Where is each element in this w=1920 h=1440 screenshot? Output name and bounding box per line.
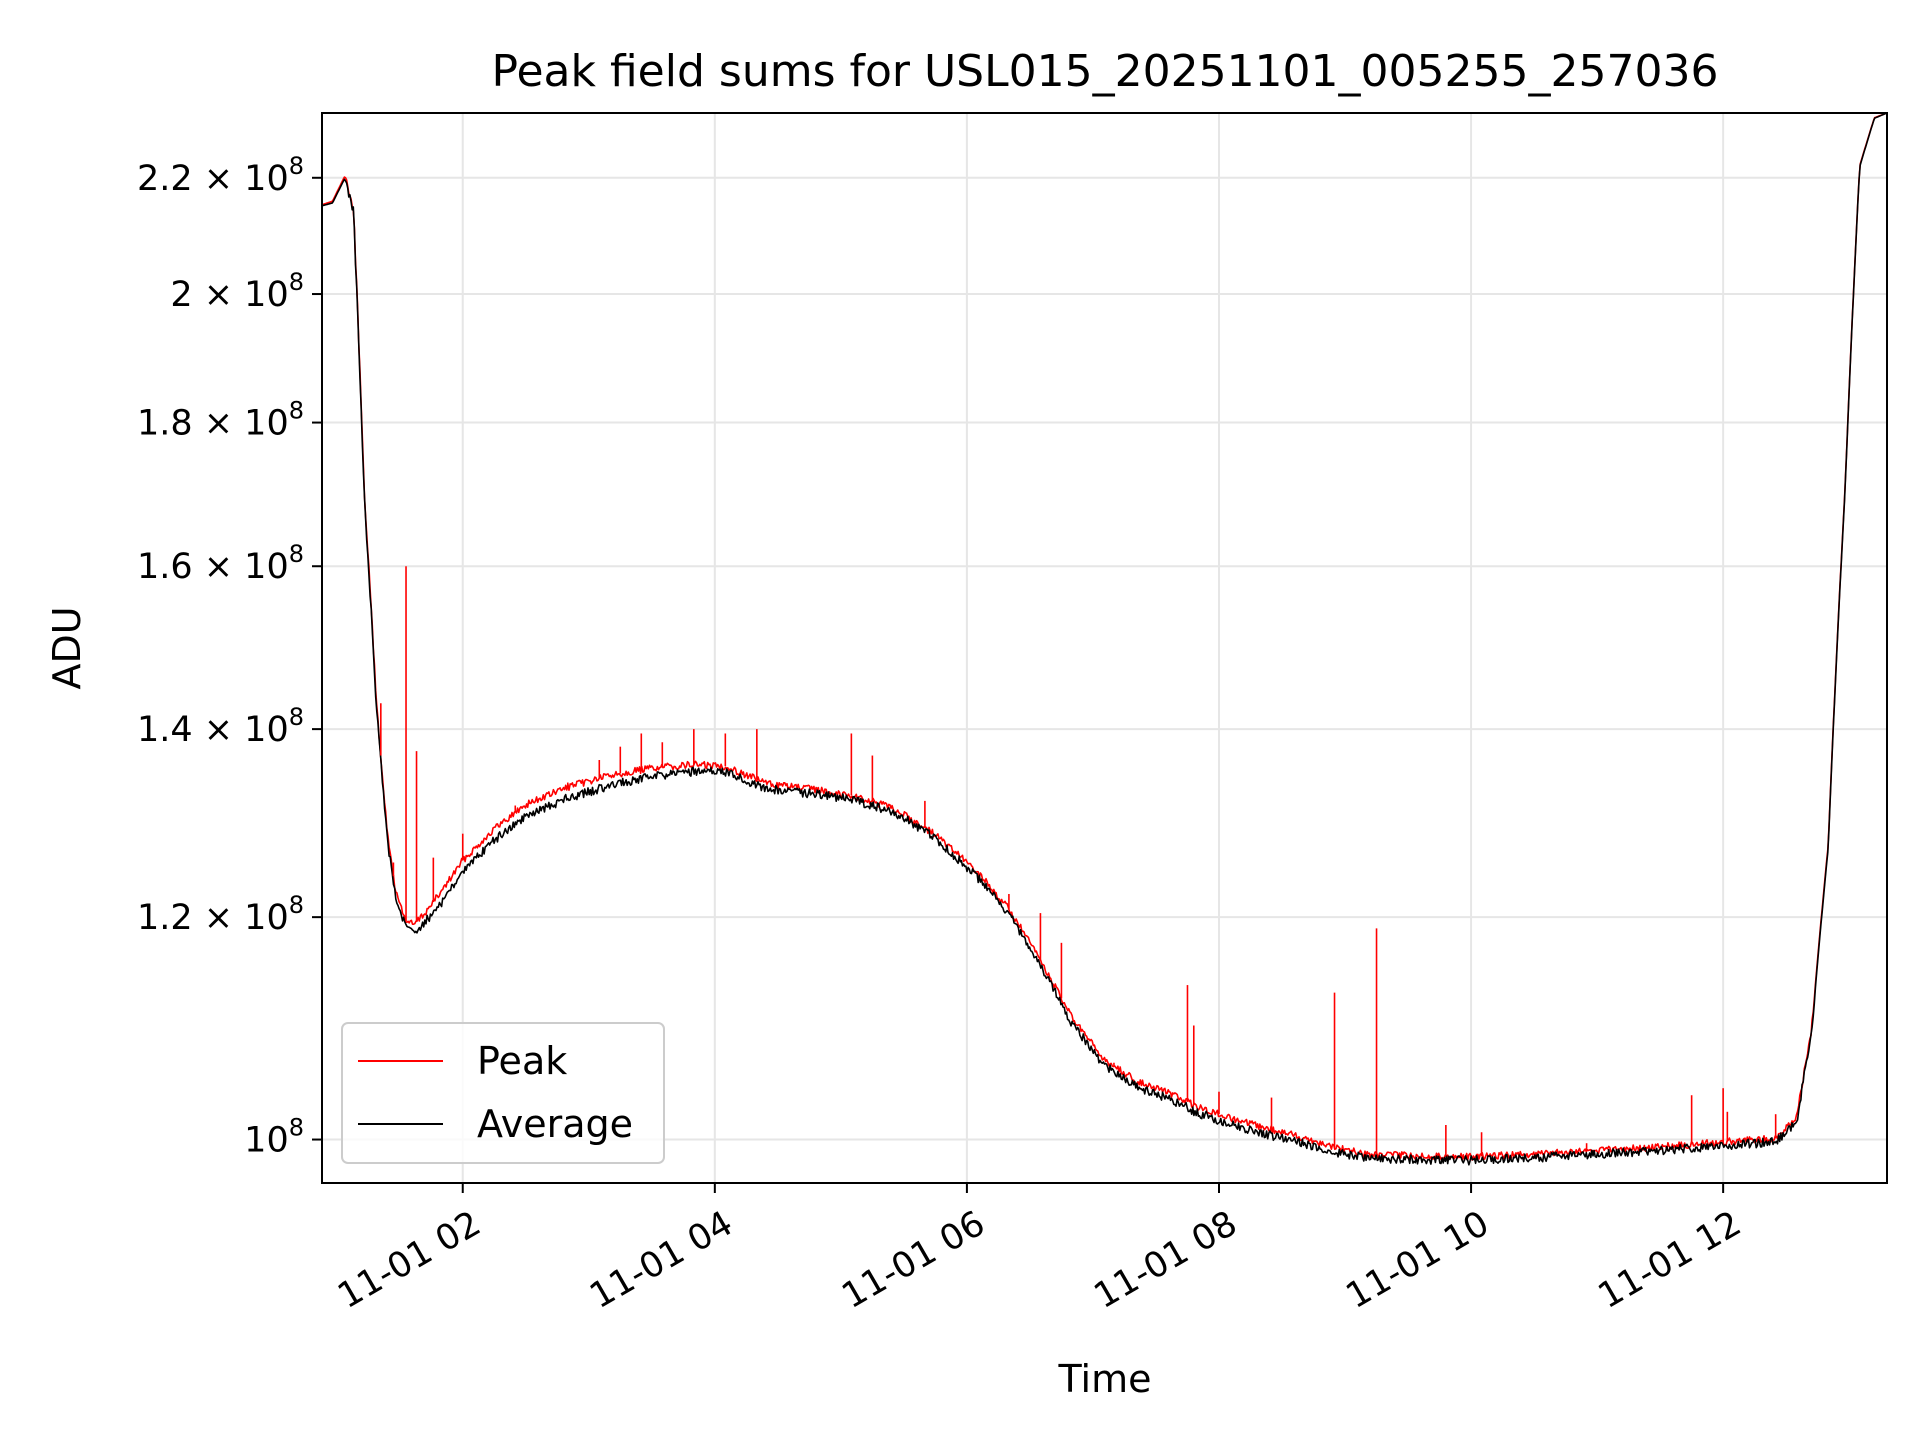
y-tick-label: 1.6 × 108 <box>137 540 304 587</box>
grid-lines <box>322 113 1887 1183</box>
legend-box <box>341 1022 665 1164</box>
series-line-average <box>321 112 1888 1166</box>
y-axis-ticks: 108 1.2 × 108 1.4 × 108 1.6 × 108 1.8 × 108 2… <box>137 152 322 1161</box>
x-axis-label: Time <box>1058 1357 1152 1401</box>
legend-label-average: Average <box>477 1102 633 1146</box>
series-layer <box>321 112 1888 1166</box>
chart-title: Peak field sums for USL015_20251101_0052… <box>492 46 1719 97</box>
y-tick-label: 2 × 108 <box>170 268 304 315</box>
y-axis-label: ADU <box>45 606 89 689</box>
series-line-peak <box>321 112 1888 1161</box>
y-tick-label: 1.8 × 108 <box>137 397 304 444</box>
plot-area-frame <box>321 112 1888 1184</box>
legend-label-peak: Peak <box>477 1039 567 1083</box>
y-tick-label: 2.2 × 108 <box>137 152 304 199</box>
y-tick-label: 1.2 × 108 <box>137 891 304 938</box>
legend: Peak Average <box>341 1022 665 1164</box>
y-tick-label: 108 <box>244 1114 304 1161</box>
y-tick-label: 1.4 × 108 <box>137 703 304 750</box>
